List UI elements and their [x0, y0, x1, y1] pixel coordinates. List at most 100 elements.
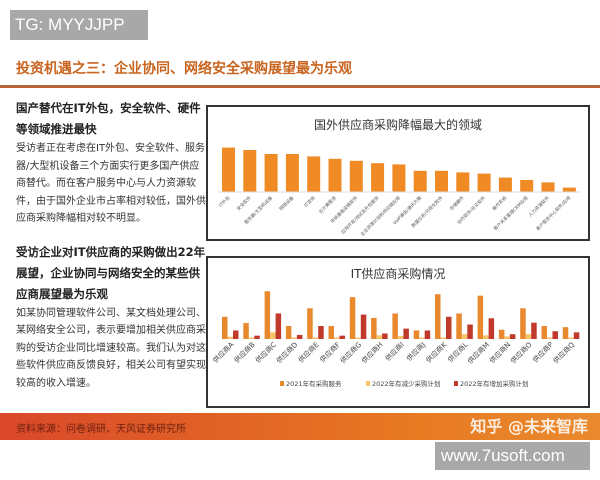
category-label: 客户服务中心软件/应用 [534, 194, 572, 232]
bar-3 [509, 334, 516, 339]
bar-3 [446, 316, 452, 339]
bar [498, 177, 512, 192]
bar-2 [334, 337, 340, 339]
bar-1 [307, 308, 313, 339]
bar-2 [568, 337, 574, 339]
bar [307, 156, 321, 192]
bar-1 [435, 294, 441, 339]
category-label: 人力资源软件 [527, 194, 551, 218]
category-label: 安全软件 [235, 194, 253, 212]
section-body: 如某协同管理软件公司、某文档处理公司、某网络安全公司，表示要增加相关供应商采购的… [16, 307, 206, 389]
bar-3 [339, 335, 345, 339]
bar [264, 154, 278, 192]
bar [349, 160, 363, 192]
bar-1 [413, 330, 420, 339]
bar-3 [275, 313, 282, 339]
bar-2 [227, 336, 233, 339]
category-label: 供应商E [296, 340, 320, 364]
category-label: 供应商C [253, 340, 278, 365]
bar-2 [312, 337, 319, 339]
bar-1 [456, 313, 462, 339]
text-column: 国产替代在IT外包，安全软件、硬件等领域推进最快 受访者正在考虑在IT外包、安全… [16, 98, 206, 406]
bar-1 [349, 297, 356, 339]
category-label: 网络设备 [278, 194, 296, 212]
bar-1 [392, 313, 398, 339]
legend-label: 2022年有减少采购计划 [372, 379, 441, 388]
category-label: IT外包 [217, 194, 232, 209]
bar-1 [328, 326, 334, 339]
bar [328, 158, 342, 192]
bar-1 [541, 326, 547, 339]
bar-3 [531, 322, 537, 339]
bar-3 [233, 330, 239, 339]
bar-1 [243, 323, 249, 339]
bar-1 [562, 327, 569, 339]
chart-title: IT供应商采购情况 [351, 266, 446, 281]
bar-3 [254, 335, 260, 339]
chart-it-vendor-purchase: IT供应商采购情况 供应商A 供应商B 供应商C 供应商D 供应商E 供应商F 供应商G 供应… [206, 256, 590, 408]
watermark-zhihu: 知乎 @未来智库 [470, 417, 588, 436]
bar-2 [461, 334, 468, 339]
category-label: 应用开发/测试及外包服务 [339, 194, 380, 235]
watermark-badge-top: TG: MYYJJPP [10, 10, 148, 40]
chart-domestic-substitution: 国外供应商采购降幅最大的领域 IT外包 安全软件 服务器/大型机设备 网络设备 IT咨询… [206, 105, 590, 241]
category-label: 供应商N [487, 340, 512, 365]
bar [520, 180, 534, 192]
legend-label: 2021年有采购服务 [286, 379, 342, 388]
bar-2 [547, 337, 553, 339]
bar [413, 170, 427, 192]
bar [371, 163, 385, 192]
bar [222, 147, 235, 192]
legend-swatch [280, 381, 284, 386]
legend-swatch [366, 381, 370, 386]
legend-swatch [454, 381, 458, 386]
bar-3 [318, 326, 324, 339]
bar-3 [552, 331, 558, 339]
category-label: 客户关系管理CRM应用 [492, 194, 530, 232]
category-label: 供应商F [318, 340, 342, 364]
section-heading: 国产替代在IT外包，安全软件、硬件等领域推进最快 [16, 101, 201, 136]
bar-1 [222, 316, 228, 339]
bar-2 [397, 336, 404, 339]
page-title: 投资机遇之三：企业协同、网络安全采购展望最为乐观 [16, 61, 352, 77]
bar [435, 170, 448, 192]
bar-1 [498, 329, 505, 339]
bar-3 [467, 324, 473, 339]
bar-2 [440, 337, 446, 339]
category-label: 供应商P [531, 340, 555, 364]
section-heading: 受访企业对IT供应商的采购做出22年展望，企业协同与网络安全的某些供应商展望最为… [16, 244, 206, 301]
bar-2 [248, 337, 255, 339]
bar-3 [403, 328, 409, 339]
bar-2 [525, 334, 532, 339]
bar-3 [488, 318, 495, 339]
bar-3 [382, 333, 388, 339]
category-label: 供应商Q [551, 340, 576, 365]
bar-3 [296, 334, 303, 339]
legend-label: 2022年有增加采购计划 [460, 379, 529, 388]
bar-2 [291, 337, 297, 339]
watermark-site: www.7usoft.com [435, 442, 590, 470]
bar-1 [285, 326, 292, 339]
title-divider [0, 85, 600, 88]
bar [392, 164, 406, 192]
category-label: 供应商D [274, 340, 299, 365]
category-label: 供应商J [404, 340, 427, 363]
category-label: 存储硬件 [448, 194, 466, 212]
source-footer: 资料来源：问卷调研、天风证券研究所 [0, 413, 600, 440]
category-label: IT咨询 [302, 194, 317, 209]
bar-3 [573, 332, 580, 339]
category-label: 供应商K [424, 340, 449, 365]
bar-1 [264, 291, 271, 339]
bar-2 [376, 335, 383, 339]
bar [541, 182, 555, 192]
bar-2 [483, 335, 489, 339]
bar-3 [360, 314, 367, 339]
chart-title: 国外供应商采购降幅最大的领域 [314, 117, 482, 132]
bar-2 [355, 337, 361, 339]
bar-2 [419, 337, 425, 339]
section-body: 受访者正在考虑在IT外包、安全软件、服务器/大型机设备三个方面实行更多国产供应商… [16, 143, 206, 224]
bar-2 [270, 332, 276, 339]
bar [285, 154, 299, 192]
category-label: 云计算服务 [317, 194, 338, 215]
